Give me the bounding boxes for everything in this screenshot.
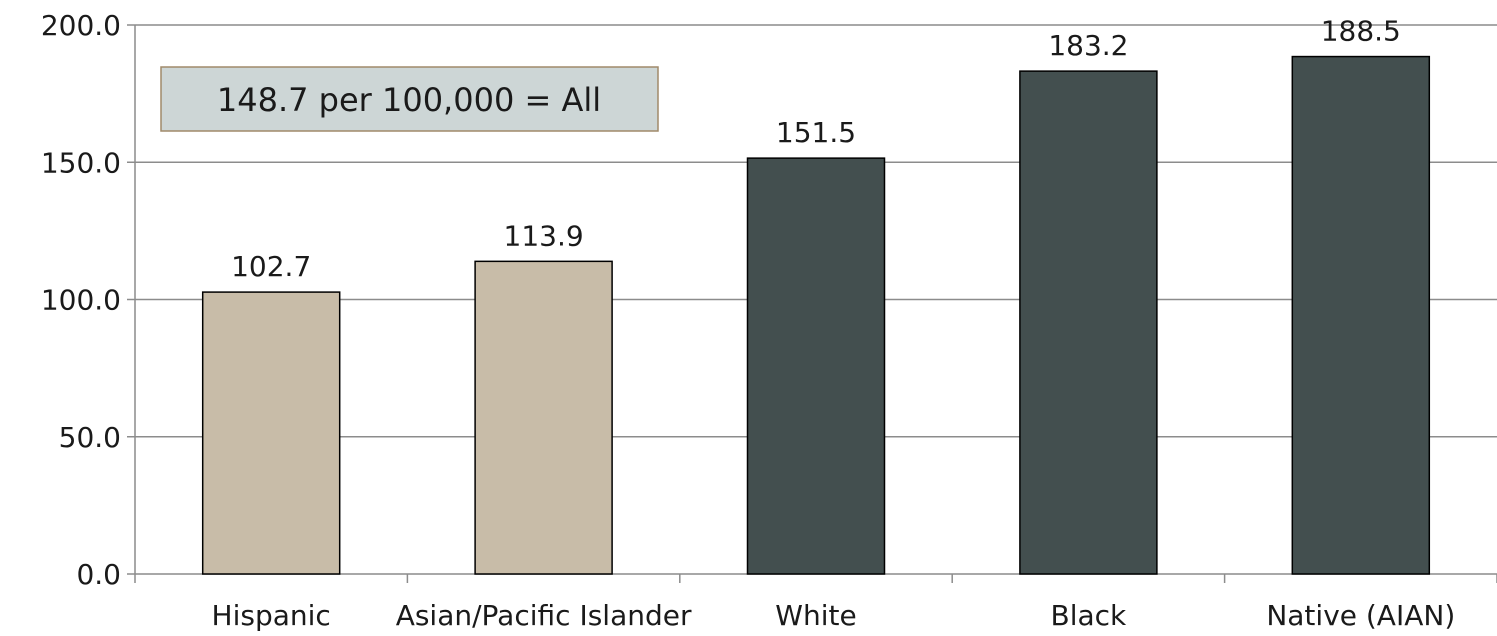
x-category-label: White xyxy=(775,599,856,632)
y-tick-label: 50.0 xyxy=(59,421,121,454)
bar xyxy=(201,291,341,575)
annotation-text: 148.7 per 100,000 = All xyxy=(217,81,601,119)
bar-value-label: 102.7 xyxy=(231,250,311,283)
bar-value-label: 183.2 xyxy=(1048,29,1128,62)
bars xyxy=(201,55,1431,575)
bar-value-labels: 102.7 113.9 151.5 183.2 188.5 xyxy=(231,15,1401,284)
bar-value-label: 188.5 xyxy=(1321,15,1401,48)
y-tick-labels: 0.0 50.0 100.0 150.0 200.0 xyxy=(41,9,121,591)
bar xyxy=(1019,70,1158,575)
x-category-label: Native (AIAN) xyxy=(1266,599,1455,632)
bar-value-label: 113.9 xyxy=(504,219,584,252)
bar xyxy=(1291,55,1431,575)
annotation-background xyxy=(160,66,659,132)
bar xyxy=(746,157,886,575)
y-tick-label: 0.0 xyxy=(76,558,121,591)
bar-value-label: 151.5 xyxy=(776,116,856,149)
y-tick-label: 100.0 xyxy=(41,284,121,317)
x-category-label: Black xyxy=(1051,599,1128,632)
bar xyxy=(474,260,613,575)
y-tick-label: 200.0 xyxy=(41,9,121,42)
x-category-label: Asian/Pacific Islander xyxy=(396,599,692,632)
annotation-box: 148.7 per 100,000 = All xyxy=(160,66,659,132)
category-labels: Hispanic Asian/Pacific Islander White Black… xyxy=(212,599,1456,632)
x-category-label: Hispanic xyxy=(212,599,331,632)
y-tick-label: 150.0 xyxy=(41,146,121,179)
